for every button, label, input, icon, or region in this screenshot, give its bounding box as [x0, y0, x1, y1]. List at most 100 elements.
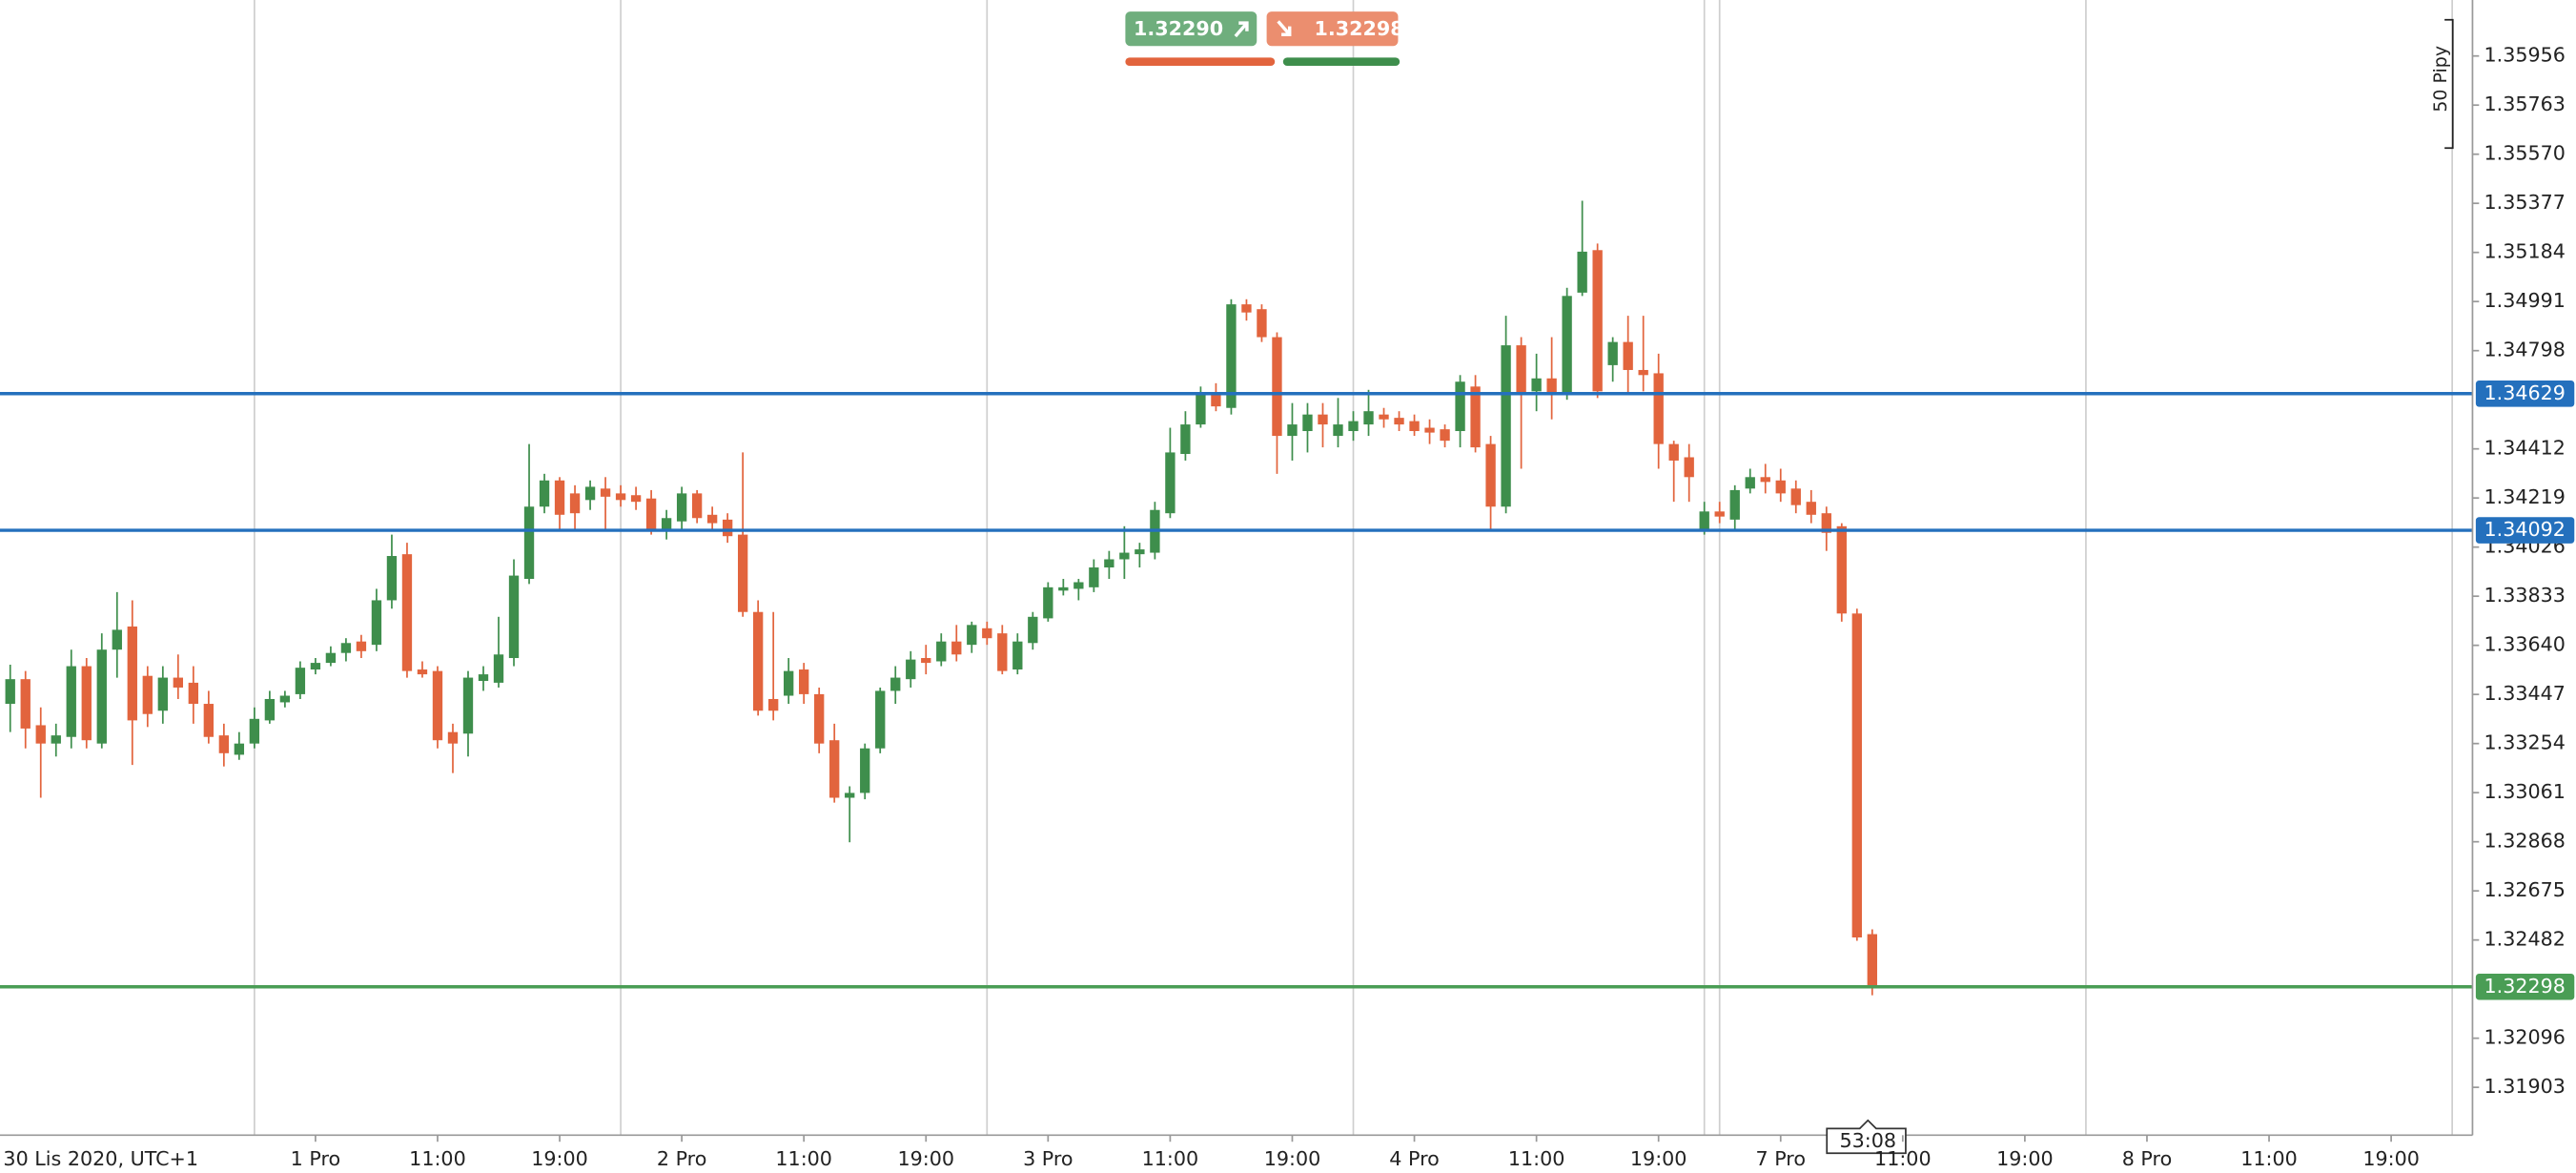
candle-body [890, 677, 901, 691]
candle-body [1424, 427, 1435, 433]
candle-body [1501, 345, 1511, 507]
candle-body [264, 698, 276, 721]
candle-body [630, 495, 642, 503]
candle-body [1409, 421, 1420, 432]
candle-body [600, 488, 611, 497]
level-label-box [2475, 380, 2575, 407]
candle-body [1119, 552, 1130, 560]
candle-body [722, 519, 733, 537]
level-label: 1.34629 [2484, 381, 2566, 404]
candle-body [1684, 457, 1694, 478]
candle-body [1607, 341, 1618, 365]
candle-body [112, 629, 122, 650]
candle-body [447, 731, 459, 744]
ask-arrow[interactable] [1277, 20, 1292, 36]
candle-body [1714, 511, 1725, 517]
candle-body [997, 633, 1008, 671]
candle-body [1089, 567, 1099, 587]
candle-body [1653, 373, 1664, 444]
level-label: 1.34092 [2484, 518, 2566, 541]
candle-body [615, 493, 626, 501]
y-tick-label: 1.32868 [2484, 830, 2566, 853]
candle-body [1028, 616, 1038, 644]
ask-button[interactable]: 1.32298 [1266, 11, 1404, 47]
y-tick-label: 1.33833 [2484, 584, 2566, 607]
candle-body [1455, 381, 1465, 432]
y-tick-label: 1.35570 [2484, 142, 2566, 165]
y-tick-label: 1.34991 [2484, 289, 2566, 312]
candle-body [340, 643, 352, 653]
x-tick-label: 7 Pro [1756, 1147, 1807, 1170]
buy-bar [1282, 57, 1400, 67]
x-tick-label: 4 Pro [1389, 1147, 1440, 1170]
bid-box[interactable] [1125, 11, 1257, 47]
candle-body [584, 486, 596, 501]
candle-body [539, 480, 550, 507]
candle-body [569, 493, 581, 514]
x-tick-label: 19:00 [2362, 1147, 2420, 1170]
candle-body [1241, 304, 1252, 313]
candle-body [1196, 394, 1206, 425]
candle-body [845, 792, 855, 798]
candle-body [1623, 341, 1633, 370]
y-tick-label: 1.33254 [2484, 731, 2566, 754]
candle-body [1851, 613, 1862, 937]
ask-price[interactable]: 1.32298 [1315, 17, 1404, 40]
y-tick-label: 1.35377 [2484, 191, 2566, 214]
x-tick-label: 8 Pro [2122, 1147, 2173, 1170]
candle-body [493, 654, 504, 683]
candle-body [1348, 421, 1359, 432]
x-tick-label: 19:00 [1996, 1147, 2054, 1170]
bid-price[interactable]: 1.32290 [1134, 17, 1223, 40]
x-tick-label: 19:00 [897, 1147, 954, 1170]
x-tick-label: 19:00 [531, 1147, 588, 1170]
bid-button[interactable]: 1.32290 [1125, 11, 1257, 47]
candle-body [478, 674, 489, 682]
candle-body [1546, 378, 1557, 395]
ask-box[interactable] [1266, 11, 1399, 47]
x-tick-label: 11:00 [1142, 1147, 1199, 1170]
candle-body [1073, 582, 1084, 589]
y-tick-label: 1.33640 [2484, 633, 2566, 656]
x-tick-label: 3 Pro [1023, 1147, 1073, 1170]
candle-body [310, 663, 321, 670]
candle-body [173, 677, 183, 688]
candle-body [20, 679, 31, 729]
candle-body [279, 695, 291, 703]
candle-body [356, 641, 367, 651]
candle-body [1104, 559, 1114, 568]
candle-body [157, 677, 168, 711]
y-tick-label: 1.35956 [2484, 44, 2566, 67]
candle-body [1760, 477, 1770, 483]
candle-body [142, 675, 153, 714]
candle-body [1272, 337, 1282, 437]
candle-body [66, 666, 76, 737]
candle-body [921, 658, 931, 664]
candle-body [35, 725, 46, 744]
candle-body [1226, 304, 1237, 408]
candle-body [127, 626, 137, 721]
candle-body [737, 534, 748, 612]
y-tick-label: 1.32482 [2484, 928, 2566, 951]
candle-body [188, 682, 199, 705]
x-tick-label: 2 Pro [657, 1147, 707, 1170]
x-tick-label: 11:00 [1508, 1147, 1565, 1170]
pip-scale-label: 50 Pipy [2430, 46, 2451, 113]
candle-body [1562, 296, 1572, 395]
y-tick-label: 1.35763 [2484, 93, 2566, 115]
y-tick-label: 1.34412 [2484, 437, 2566, 460]
bid-arrow[interactable] [1234, 21, 1249, 38]
candle-body [936, 641, 947, 662]
y-tick-label: 1.32096 [2484, 1026, 2566, 1049]
candle-body [1806, 502, 1816, 515]
candle-body [554, 480, 565, 515]
candle-body [661, 518, 672, 530]
candle-body [1729, 489, 1740, 520]
candle-body [1165, 452, 1176, 514]
candle-body [1821, 513, 1831, 533]
y-tick-label: 1.33447 [2484, 682, 2566, 705]
candle-body [1668, 443, 1679, 461]
